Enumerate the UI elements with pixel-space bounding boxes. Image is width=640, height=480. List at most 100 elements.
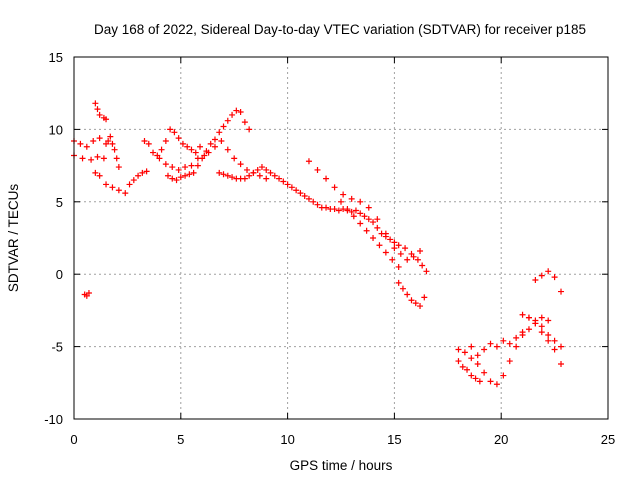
data-point xyxy=(250,169,257,176)
data-point xyxy=(519,311,526,318)
data-point-marker xyxy=(331,184,338,191)
data-point xyxy=(551,346,558,353)
data-point xyxy=(487,340,494,347)
data-point-marker xyxy=(150,149,157,156)
data-point-marker xyxy=(423,268,430,275)
data-point xyxy=(109,184,116,191)
data-point xyxy=(545,268,552,275)
data-point-marker xyxy=(205,149,212,156)
data-point-marker xyxy=(113,155,120,162)
data-point xyxy=(297,190,304,197)
data-point xyxy=(412,300,419,307)
data-point-marker xyxy=(220,171,227,178)
data-point-marker xyxy=(169,175,176,182)
data-point xyxy=(558,360,565,367)
data-point-marker xyxy=(94,106,101,113)
data-point xyxy=(461,349,468,356)
data-point xyxy=(231,155,238,162)
data-point-marker xyxy=(263,166,270,173)
data-point-marker xyxy=(173,177,180,184)
data-point xyxy=(331,184,338,191)
y-tick-label: 5 xyxy=(56,195,63,210)
data-point-marker xyxy=(350,213,357,220)
data-point-marker xyxy=(344,206,351,213)
data-point-marker xyxy=(280,178,287,185)
data-point xyxy=(188,146,195,153)
data-point-marker xyxy=(143,168,150,175)
x-tick-label: 5 xyxy=(177,432,184,447)
data-point-marker xyxy=(197,143,204,150)
data-point-marker xyxy=(519,329,526,336)
data-point-marker xyxy=(417,303,424,310)
data-point xyxy=(237,161,244,168)
data-point-marker xyxy=(382,249,389,256)
data-point-marker xyxy=(109,184,116,191)
data-point-marker xyxy=(558,343,565,350)
data-point xyxy=(301,193,308,200)
data-point xyxy=(220,171,227,178)
data-point-marker xyxy=(455,346,462,353)
data-point-marker xyxy=(105,137,112,144)
data-point-marker xyxy=(374,224,381,231)
data-point-marker xyxy=(551,274,558,281)
data-point xyxy=(551,274,558,281)
data-point xyxy=(182,164,189,171)
data-point-marker xyxy=(474,352,481,359)
data-point-marker xyxy=(190,169,197,176)
data-point xyxy=(107,133,114,140)
data-point xyxy=(237,109,244,116)
data-point xyxy=(177,174,184,181)
data-point xyxy=(224,117,231,124)
data-point-marker xyxy=(340,191,347,198)
data-point xyxy=(545,337,552,344)
data-point xyxy=(92,169,99,176)
data-point xyxy=(175,135,182,142)
data-point-marker xyxy=(284,181,291,188)
data-point xyxy=(545,332,552,339)
data-point-marker xyxy=(513,334,520,341)
data-point-marker xyxy=(211,136,218,143)
data-point-marker xyxy=(348,208,355,215)
data-point-marker xyxy=(468,343,475,350)
data-point xyxy=(186,171,193,178)
data-point xyxy=(241,175,248,182)
data-point xyxy=(184,143,191,150)
data-point xyxy=(399,285,406,292)
data-point-marker xyxy=(402,245,409,252)
data-point-marker xyxy=(357,220,364,227)
data-point-marker xyxy=(331,206,338,213)
data-point xyxy=(258,164,265,171)
data-point xyxy=(387,236,394,243)
data-point-marker xyxy=(169,164,176,171)
data-point xyxy=(254,166,261,173)
data-point xyxy=(538,272,545,279)
data-point-marker xyxy=(399,285,406,292)
data-point xyxy=(493,381,500,388)
data-point xyxy=(85,290,92,297)
data-point xyxy=(323,204,330,211)
data-point xyxy=(525,314,532,321)
x-tick-label: 15 xyxy=(387,432,401,447)
data-point-marker xyxy=(370,219,377,226)
data-point xyxy=(100,155,107,162)
data-point-marker xyxy=(412,300,419,307)
data-point-marker xyxy=(263,175,270,182)
data-point-marker xyxy=(271,172,278,179)
data-point xyxy=(156,155,163,162)
data-point xyxy=(340,191,347,198)
data-point-marker xyxy=(250,169,257,176)
data-point-marker xyxy=(487,340,494,347)
data-point-marker xyxy=(77,140,84,147)
data-point-marker xyxy=(404,256,411,263)
data-point-marker xyxy=(525,326,532,333)
data-point-marker xyxy=(365,216,372,223)
data-point xyxy=(506,358,513,365)
data-point xyxy=(169,175,176,182)
data-point-marker xyxy=(224,146,231,153)
data-point-marker xyxy=(419,262,426,269)
y-tick-label: 10 xyxy=(49,122,63,137)
data-point xyxy=(224,146,231,153)
data-point-marker xyxy=(314,201,321,208)
data-point-marker xyxy=(139,169,146,176)
data-point xyxy=(280,178,287,185)
